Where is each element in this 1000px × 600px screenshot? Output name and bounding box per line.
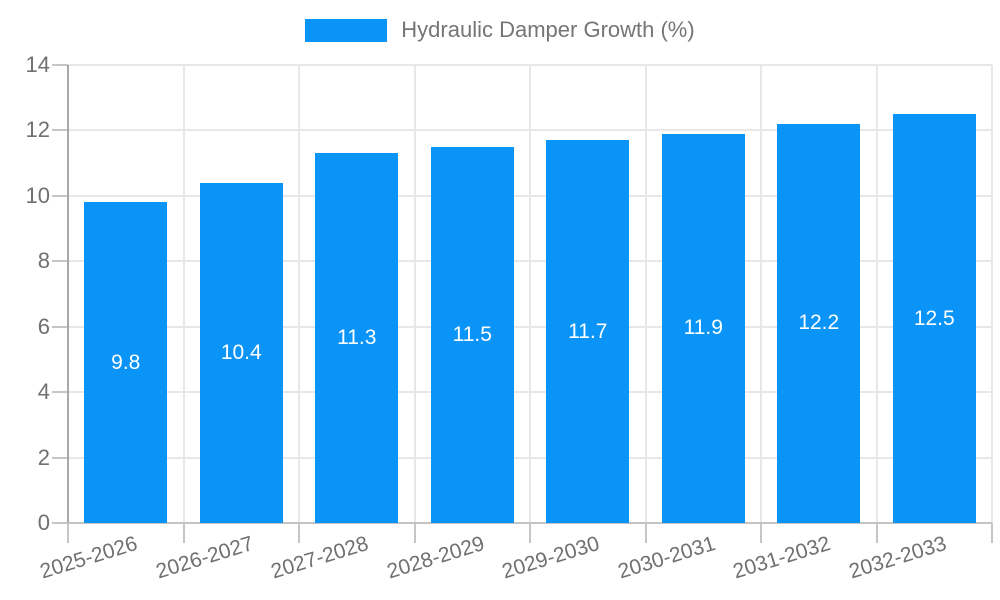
x-tick-mark [298,523,300,543]
bar-2031-2032[interactable] [777,123,861,523]
y-tick-label: 12 [25,117,50,143]
x-tick-mark [182,523,185,543]
x-gridline [644,65,647,523]
x-tick-mark [991,523,993,543]
y-tick-mark [52,522,68,524]
y-tick-mark [52,325,68,328]
y-tick-mark [52,64,68,66]
bar-2029-2030[interactable] [546,140,630,523]
bar-value-label: 12.2 [798,311,840,335]
x-tick-label: 2030-2031 [615,532,718,584]
x-tick-mark [529,523,531,543]
x-gridline [991,65,993,523]
bar-2026-2027[interactable] [199,182,283,523]
y-axis-line [67,65,69,523]
x-tick-label: 2031-2032 [730,532,834,584]
y-tick-label: 2 [37,444,50,470]
x-gridline [760,65,762,523]
y-tick-mark [52,456,68,459]
x-axis-line [68,522,992,524]
x-tick-label: 2027-2028 [268,532,372,584]
x-tick-mark [67,523,69,543]
y-tick-label: 4 [37,379,50,405]
bar-value-label: 11.3 [337,326,377,350]
x-gridline [875,65,878,523]
bar-value-label: 11.5 [452,322,492,346]
x-tick-label: 2025-2026 [37,532,141,584]
x-gridline [529,65,531,523]
bar-2025-2026[interactable] [84,202,168,523]
y-tick-mark [52,260,68,263]
x-tick-label: 2026-2027 [153,532,256,584]
y-tick-mark [52,391,68,394]
bar-value-label: 12.5 [913,306,955,330]
bar-value-label: 9.8 [111,350,141,374]
bar-2027-2028[interactable] [315,153,399,523]
x-gridline [298,65,300,523]
x-tick-label: 2028-2029 [384,532,487,584]
x-gridline [413,65,416,523]
legend-label: Hydraulic Damper Growth (%) [401,17,695,42]
x-tick-label: 2032-2033 [846,532,949,584]
x-tick-label: 2029-2030 [499,532,603,584]
x-gridline [182,65,185,523]
y-tick-label: 0 [37,510,50,535]
y-tick-label: 10 [25,182,50,208]
y-tick-label: 6 [37,313,50,339]
bar-2032-2033[interactable] [892,114,976,523]
bar-2028-2029[interactable] [430,146,514,523]
legend[interactable]: Hydraulic Damper Growth (%) [0,18,1000,42]
x-tick-mark [875,523,878,543]
y-tick-mark [52,129,68,132]
x-tick-mark [644,523,647,543]
bar-value-label: 10.4 [220,340,262,364]
x-tick-mark [760,523,762,543]
x-tick-mark [413,523,416,543]
y-tick-label: 8 [37,248,50,274]
y-tick-mark [52,194,68,197]
bar-value-label: 11.9 [683,316,723,340]
bar-2030-2031[interactable] [661,133,745,523]
legend-swatch [305,18,388,42]
bar-value-label: 11.7 [568,319,608,343]
y-tick-label: 14 [25,52,50,77]
